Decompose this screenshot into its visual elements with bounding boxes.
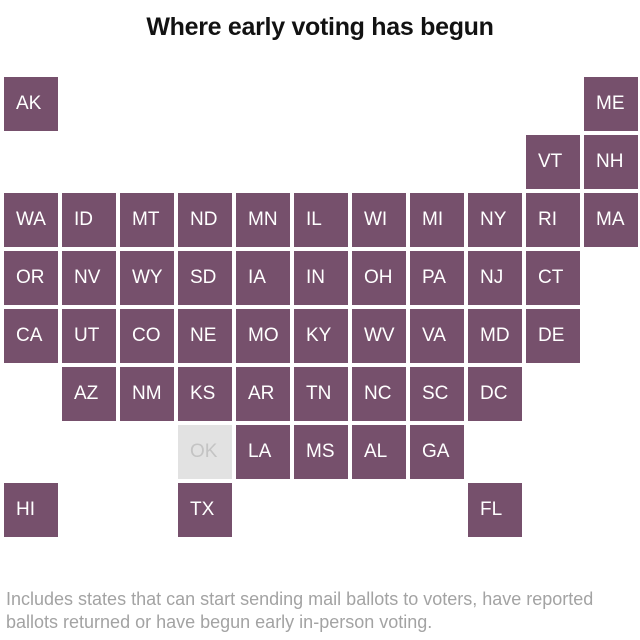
state-tile-ct: CT — [526, 251, 580, 305]
state-tile-al: AL — [352, 425, 406, 479]
state-tile-nv: NV — [62, 251, 116, 305]
state-tile-wi: WI — [352, 193, 406, 247]
state-tile-ma: MA — [584, 193, 638, 247]
state-tile-ia: IA — [236, 251, 290, 305]
state-tile-ky: KY — [294, 309, 348, 363]
map-title: Where early voting has begun — [146, 13, 494, 41]
state-tile-mt: MT — [120, 193, 174, 247]
state-tile-mi: MI — [410, 193, 464, 247]
state-tile-ak: AK — [4, 77, 58, 131]
state-tile-la: LA — [236, 425, 290, 479]
state-tile-va: VA — [410, 309, 464, 363]
state-tile-or: OR — [4, 251, 58, 305]
state-tile-mn: MN — [236, 193, 290, 247]
state-tile-nh: NH — [584, 135, 638, 189]
state-tile-ut: UT — [62, 309, 116, 363]
state-tile-ms: MS — [294, 425, 348, 479]
state-tile-ca: CA — [4, 309, 58, 363]
state-tile-nm: NM — [120, 367, 174, 421]
state-tile-wv: WV — [352, 309, 406, 363]
state-tile-vt: VT — [526, 135, 580, 189]
state-tile-il: IL — [294, 193, 348, 247]
state-tile-ar: AR — [236, 367, 290, 421]
state-tile-wa: WA — [4, 193, 58, 247]
state-tile-az: AZ — [62, 367, 116, 421]
state-tile-ny: NY — [468, 193, 522, 247]
state-tile-pa: PA — [410, 251, 464, 305]
state-tile-id: ID — [62, 193, 116, 247]
state-tile-de: DE — [526, 309, 580, 363]
state-tile-ne: NE — [178, 309, 232, 363]
footnote: Includes states that can start sending m… — [6, 589, 594, 632]
state-tile-ok: OK — [178, 425, 232, 479]
state-tile-tx: TX — [178, 483, 232, 537]
state-tile-fl: FL — [468, 483, 522, 537]
state-tile-ga: GA — [410, 425, 464, 479]
state-tile-in: IN — [294, 251, 348, 305]
state-tile-nj: NJ — [468, 251, 522, 305]
state-tile-ks: KS — [178, 367, 232, 421]
state-tile-tn: TN — [294, 367, 348, 421]
state-tile-oh: OH — [352, 251, 406, 305]
state-tile-co: CO — [120, 309, 174, 363]
state-tile-wy: WY — [120, 251, 174, 305]
state-tile-dc: DC — [468, 367, 522, 421]
state-tile-grid: AK ME VT NH WA ID MT ND MN IL WI MI NY RI MA OR NV WY SD IA… — [4, 77, 638, 537]
state-tile-mo: MO — [236, 309, 290, 363]
state-tile-md: MD — [468, 309, 522, 363]
state-tile-nc: NC — [352, 367, 406, 421]
state-tile-ri: RI — [526, 193, 580, 247]
state-tile-nd: ND — [178, 193, 232, 247]
state-tile-sd: SD — [178, 251, 232, 305]
state-tile-me: ME — [584, 77, 638, 131]
state-tile-hi: HI — [4, 483, 58, 537]
state-tile-sc: SC — [410, 367, 464, 421]
